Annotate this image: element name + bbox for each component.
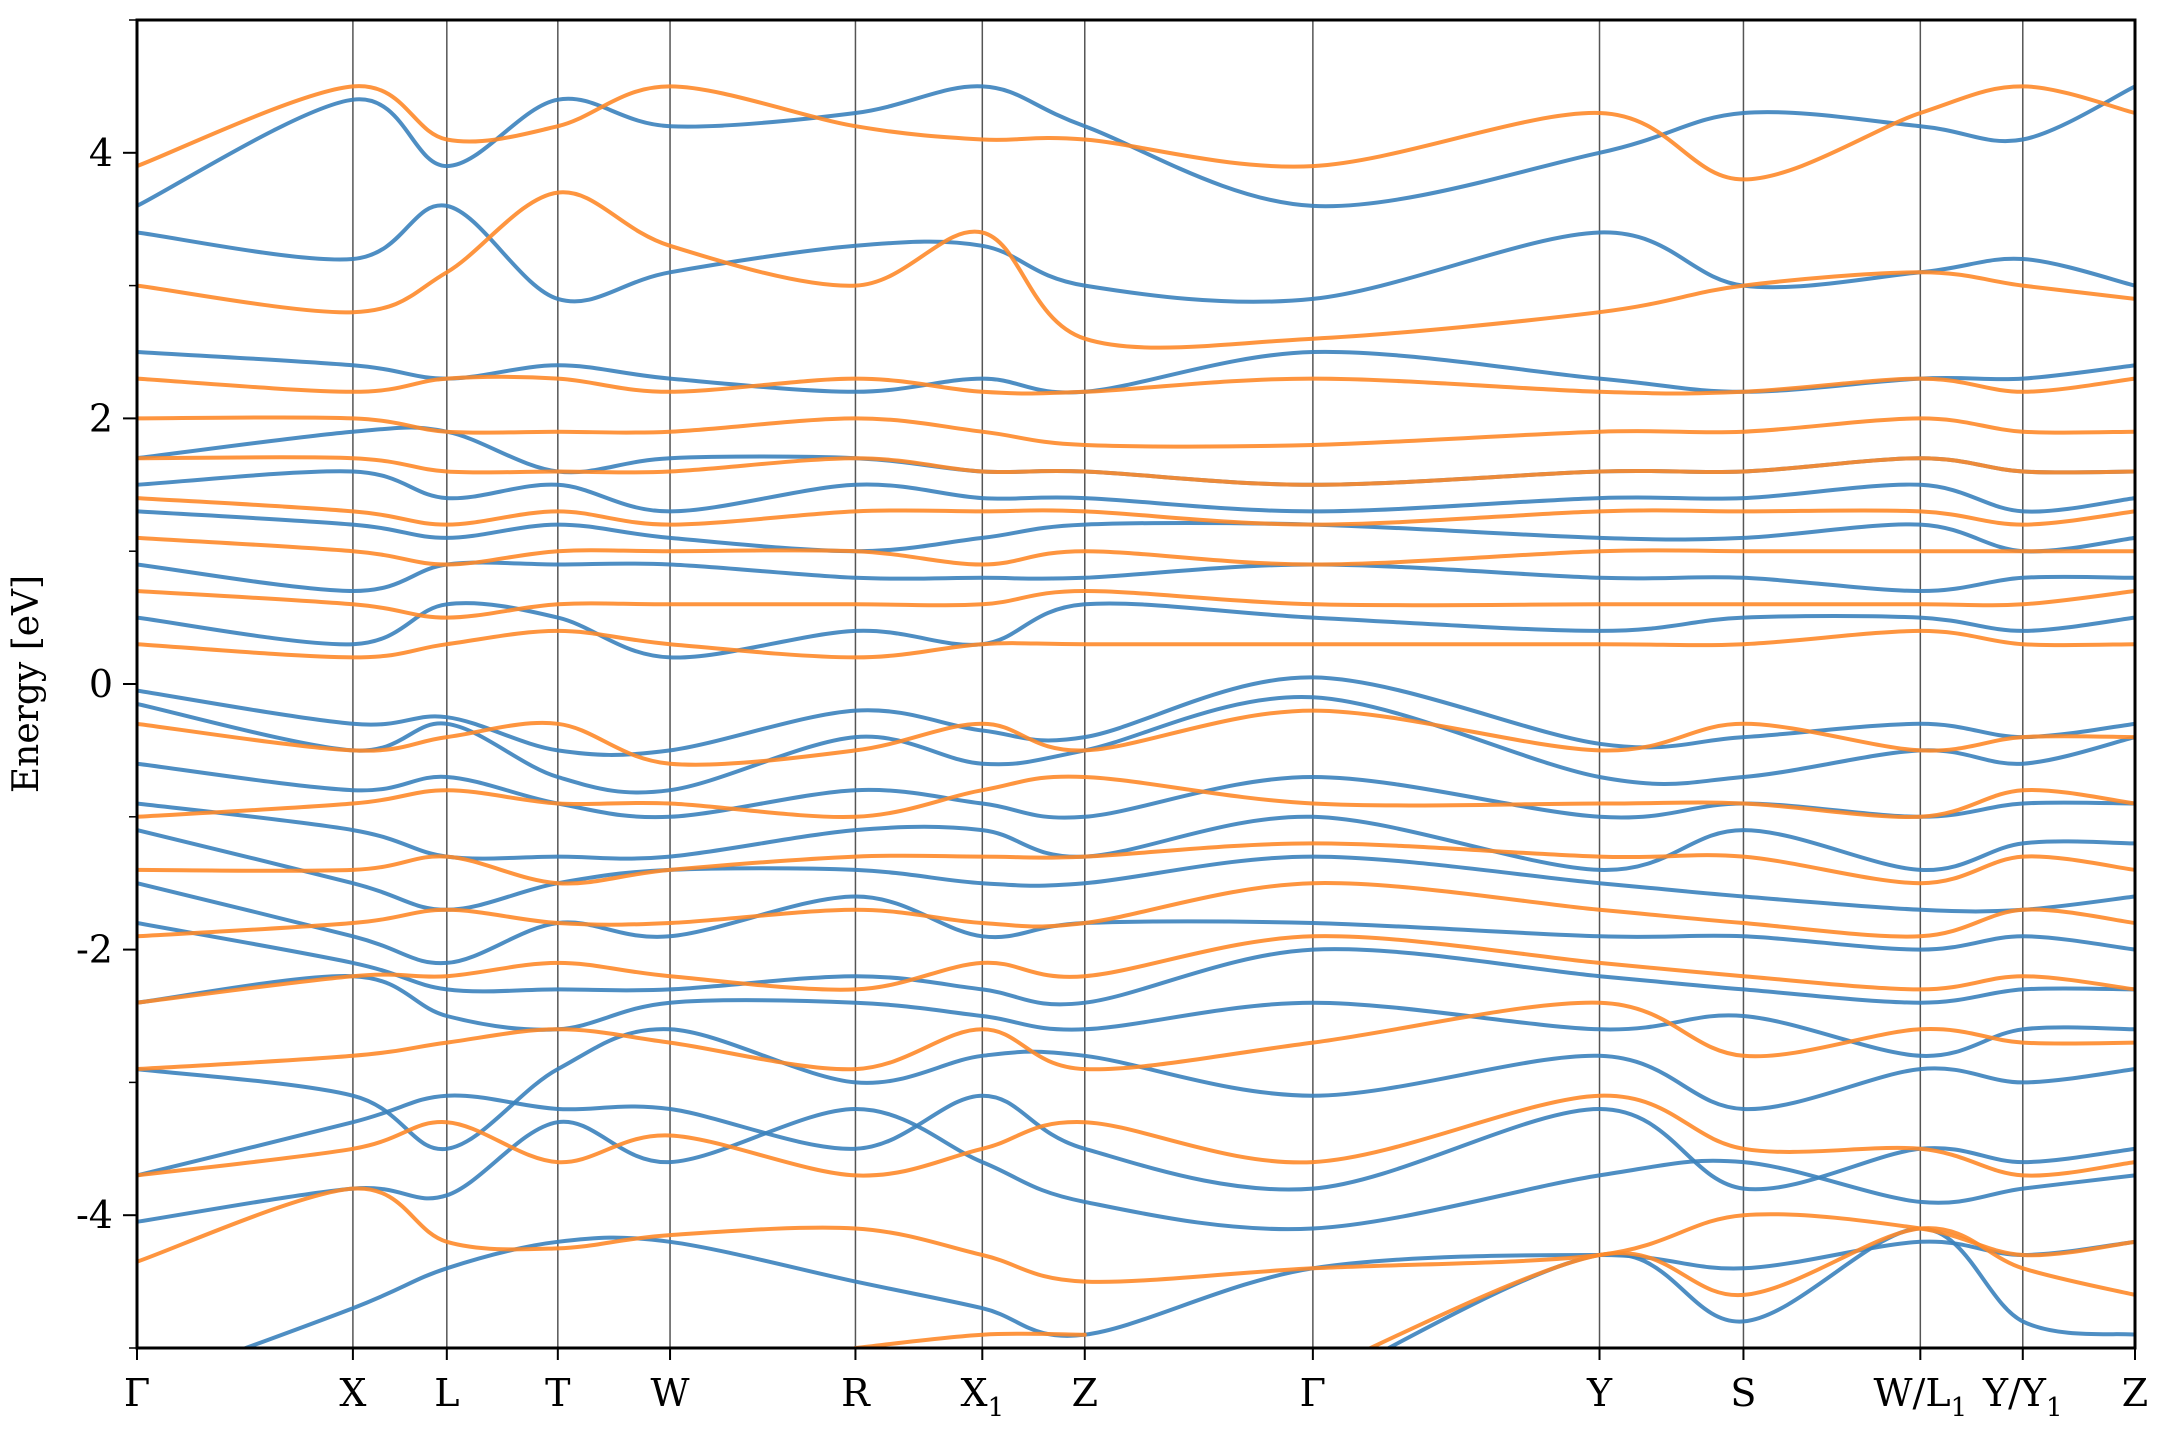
y-tick-label: 0: [89, 662, 113, 706]
spin_a-band-line: [137, 84, 2135, 209]
spin_a-band-line: [137, 349, 2135, 395]
spin_a-band-line: [137, 1093, 2135, 1192]
spin_a-band-line: [137, 1107, 2135, 1232]
spin_b-band-line: [853, 1331, 1087, 1348]
spin_a-band-line: [137, 560, 2135, 593]
spin_b-band-line: [137, 881, 2135, 939]
spin_b-band-line: [137, 708, 2135, 767]
y-tick-label: -4: [76, 1193, 113, 1237]
y-tick-label: 4: [89, 131, 113, 175]
spin_a-band-line: [137, 601, 2135, 660]
spin_b-band-line: [137, 455, 2135, 487]
spin_a-band-line: [137, 881, 2135, 966]
spin_a-band-line: [137, 469, 2135, 514]
x-tick-label: X1: [961, 1371, 1005, 1423]
x-tick-label: S: [1730, 1371, 1756, 1415]
spin_b-band-line: [137, 589, 2135, 620]
x-tick-label: Γ: [1300, 1371, 1326, 1415]
x-tick-label: Y/Y1: [1982, 1371, 2063, 1423]
x-tick-label: L: [434, 1371, 459, 1415]
x-tick-label: W: [651, 1371, 690, 1415]
spin_b-band-line: [137, 1093, 2135, 1178]
spin_b-band-line: [137, 190, 2135, 350]
x-tick-label: X: [339, 1371, 366, 1415]
spin_a-band-line: [137, 695, 2135, 795]
spin_a-band-line: [137, 921, 2135, 1007]
spin_b-band-line: [137, 934, 2135, 1005]
x-tick-label: Y: [1586, 1371, 1613, 1415]
x-axis: Γ X L T W R X1 Z Γ Y S W/L1 Y/Y1 Z: [124, 1348, 2148, 1423]
x-tick-label: R: [841, 1371, 871, 1415]
spin_a-band-line: [137, 974, 2135, 1058]
spin_b-band-line: [137, 841, 2135, 886]
spin_b-band-line: [137, 535, 2135, 567]
spin_a-band-line: [137, 203, 2135, 304]
y-tick-label: -2: [76, 928, 113, 972]
spin_b-band-line: [137, 496, 2135, 527]
x-tick-label: W/L1: [1873, 1371, 1967, 1423]
x-tick-label: Z: [2122, 1371, 2148, 1415]
spin_a-band-line: [137, 1027, 2135, 1151]
spin_b-band-line: [137, 374, 2135, 396]
spin_b-band-line: [137, 84, 2135, 182]
spin_b-band-line: [137, 415, 2135, 449]
x-tick-label: Z: [1072, 1371, 1098, 1415]
spin_b-band-line: [1365, 1226, 2135, 1348]
x-tick-label: Γ: [124, 1371, 150, 1415]
spin_a-band-line: [137, 509, 2135, 554]
y-axis-label: Energy [eV]: [6, 575, 47, 793]
spin_b-band-line: [137, 1000, 2135, 1072]
spin_b-band-line: [137, 774, 2135, 820]
y-tick-label: 2: [89, 396, 113, 440]
spin_b-band-line: [137, 1186, 2135, 1284]
spin_a-band-line: [137, 675, 2135, 757]
bands: [137, 84, 2135, 1348]
x-tick-label: T: [545, 1371, 570, 1415]
spin_b-band-line: [137, 628, 2135, 660]
y-axis: -4 -2 0 2 4: [76, 19, 137, 1349]
